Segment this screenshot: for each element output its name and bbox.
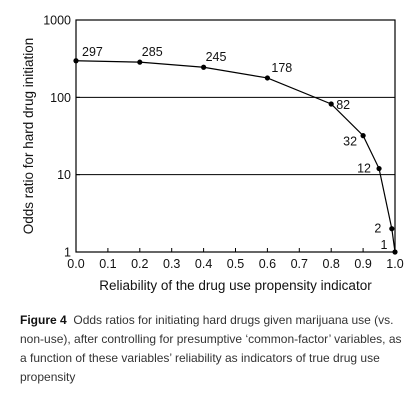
y-tick-label: 1 bbox=[64, 246, 71, 260]
data-point bbox=[264, 75, 270, 81]
x-tick-label: 0.2 bbox=[131, 257, 148, 271]
data-point bbox=[376, 165, 382, 172]
data-label: 32 bbox=[343, 135, 357, 149]
x-tick-label: 0.8 bbox=[323, 257, 340, 271]
figure-caption: Figure 4 Odds ratios for initiating hard… bbox=[20, 311, 410, 387]
y-tick-label: 1000 bbox=[43, 14, 71, 28]
data-label: 178 bbox=[271, 61, 292, 75]
data-point bbox=[201, 64, 207, 70]
data-point bbox=[360, 133, 366, 139]
figure-label: Figure 4 bbox=[20, 313, 67, 327]
x-axis-title: Reliability of the drug use propensity i… bbox=[99, 278, 372, 293]
data-point bbox=[389, 226, 395, 232]
data-label: 245 bbox=[206, 50, 227, 64]
x-tick-label: 1.0 bbox=[386, 257, 403, 271]
data-point bbox=[137, 59, 143, 65]
data-label: 285 bbox=[142, 45, 163, 59]
x-tick-label: 0.0 bbox=[67, 257, 84, 271]
x-tick-label: 0.5 bbox=[227, 257, 244, 271]
data-label: 297 bbox=[82, 45, 103, 59]
odds-ratio-chart: 0.0 0.1 0.2 0.3 0.4 0.5 0.6 0.7 0.8 0.9 1.0 1 10 100… bbox=[21, 14, 404, 294]
x-tick-label: 0.6 bbox=[259, 257, 276, 271]
caption-text: Odds ratios for initiating hard drugs gi… bbox=[20, 313, 402, 384]
data-point bbox=[73, 58, 79, 64]
y-axis-ticks: 1 10 100 1000 bbox=[43, 14, 80, 260]
gridlines bbox=[76, 96, 395, 176]
data-point bbox=[392, 249, 398, 255]
data-label: 1 bbox=[381, 238, 388, 252]
x-tick-label: 0.3 bbox=[163, 257, 180, 271]
y-tick-label: 100 bbox=[50, 91, 71, 105]
data-label: 82 bbox=[336, 98, 350, 112]
data-label: 12 bbox=[357, 162, 371, 176]
data-label: 2 bbox=[374, 222, 381, 236]
x-tick-label: 0.1 bbox=[99, 257, 116, 271]
data-points bbox=[73, 58, 398, 255]
x-tick-label: 0.4 bbox=[195, 257, 212, 271]
data-point bbox=[328, 101, 334, 107]
x-axis-ticks: 0.0 0.1 0.2 0.3 0.4 0.5 0.6 0.7 0.8 0.9 1.0 bbox=[67, 248, 404, 271]
x-tick-label: 0.7 bbox=[291, 257, 308, 271]
y-axis-title: Odds ratio for hard drug initiation bbox=[21, 38, 36, 235]
x-tick-label: 0.9 bbox=[354, 257, 371, 271]
y-tick-label: 10 bbox=[57, 168, 71, 182]
odds-ratio-line bbox=[75, 60, 396, 253]
